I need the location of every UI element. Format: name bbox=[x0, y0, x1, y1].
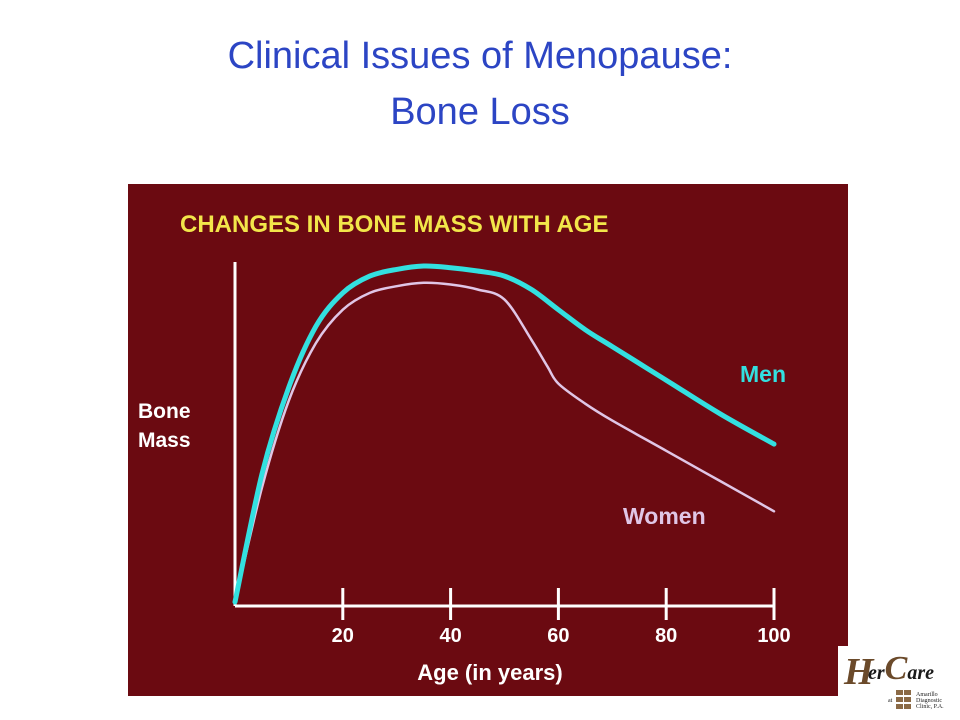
logo-at-text: at bbox=[888, 698, 893, 704]
slide-title: Clinical Issues of Menopause: Bone Loss bbox=[0, 28, 960, 140]
y-axis-label-line-1: Bone bbox=[138, 400, 191, 423]
logo-text-er: er bbox=[868, 662, 885, 684]
series-label-women: Women bbox=[623, 503, 706, 529]
slide-title-line-2: Bone Loss bbox=[390, 91, 570, 133]
series-labels: Men Women bbox=[623, 361, 786, 529]
slide-title-line-1: Clinical Issues of Menopause: bbox=[227, 35, 733, 77]
x-tick-label: 80 bbox=[655, 625, 677, 647]
chart-canvas: CHANGES IN BONE MASS WITH AGE 20 40 60 80 10… bbox=[138, 211, 791, 685]
x-tick-label: 60 bbox=[547, 625, 569, 647]
x-tick-label: 20 bbox=[332, 625, 354, 647]
y-axis-label-line-2: Mass bbox=[138, 429, 191, 452]
clinic-bricks-icon bbox=[896, 690, 912, 710]
hercare-logo: H erCare at Amarillo Diagnostic Clinic, … bbox=[838, 646, 958, 716]
x-axis-label: Age (in years) bbox=[417, 660, 563, 685]
logo-clinic-line-3: Clinic, P.A. bbox=[916, 704, 944, 710]
bone-mass-chart: CHANGES IN BONE MASS WITH AGE 20 40 60 80 10… bbox=[128, 184, 848, 696]
logo-clinic-line-1: Amarillo bbox=[916, 692, 938, 698]
series-label-men: Men bbox=[740, 361, 786, 387]
x-tick-label: 100 bbox=[757, 625, 790, 647]
y-axis-label: Bone Mass bbox=[138, 400, 196, 452]
series-lines bbox=[232, 263, 777, 605]
logo-text-are: are bbox=[907, 662, 935, 684]
logo-letter-c: C bbox=[884, 650, 908, 687]
series-line-men bbox=[232, 263, 777, 605]
series-line-women bbox=[233, 281, 776, 604]
x-tick-label: 40 bbox=[439, 625, 461, 647]
chart-title: CHANGES IN BONE MASS WITH AGE bbox=[180, 211, 608, 238]
logo-wordmark: erCare bbox=[868, 652, 935, 686]
logo-letter-h: H bbox=[844, 651, 874, 693]
logo-clinic-line-2: Diagnostic bbox=[916, 698, 942, 704]
x-axis-ticks: 20 40 60 80 100 bbox=[332, 588, 791, 647]
